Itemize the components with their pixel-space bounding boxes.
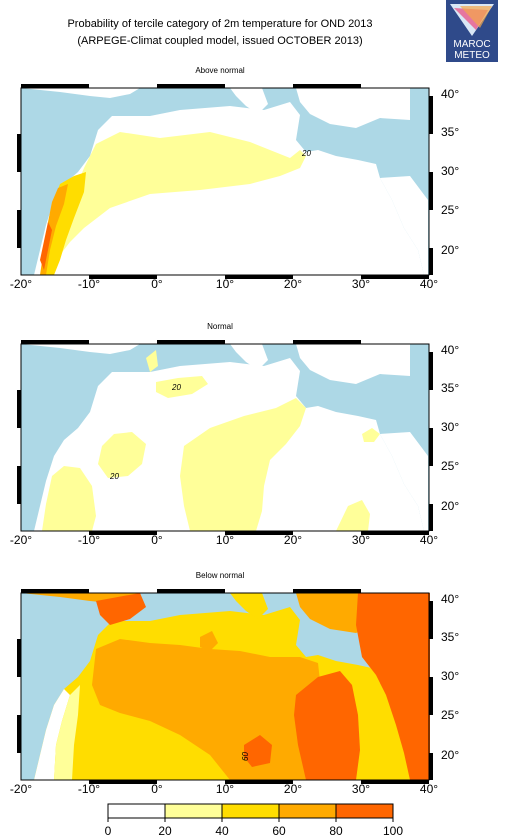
lon-tick-label: 20° bbox=[284, 533, 302, 547]
map-frame-ticks bbox=[17, 340, 433, 535]
contour-fill-80-100 bbox=[96, 593, 146, 625]
lat-tick-label: 40° bbox=[441, 87, 459, 101]
colorbar-legend: 0 20 40 60 80 100 bbox=[105, 803, 403, 838]
lon-tick-label: 10° bbox=[216, 277, 234, 291]
lat-tick-label: 25° bbox=[441, 203, 459, 217]
lat-tick-label: 30° bbox=[441, 164, 459, 178]
lon-tick-label: -20° bbox=[10, 782, 32, 796]
lat-tick-label: 35° bbox=[441, 381, 459, 395]
lon-tick-label: 30° bbox=[352, 533, 370, 547]
lat-tick-label: 35° bbox=[441, 125, 459, 139]
legend-tick-label: 40 bbox=[215, 824, 229, 838]
contour-fill-20-40 bbox=[336, 500, 370, 531]
arabia-land bbox=[380, 681, 428, 780]
arabia-land bbox=[380, 176, 428, 275]
lon-tick-label: 40° bbox=[420, 277, 438, 291]
contour-fill-40-60 bbox=[42, 172, 86, 275]
lon-tick-label: 40° bbox=[420, 782, 438, 796]
lon-tick-label: -10° bbox=[78, 782, 100, 796]
contour-fill-20-40 bbox=[180, 398, 306, 531]
contour-fill-80-100 bbox=[40, 222, 52, 270]
balkans-turkey-land bbox=[296, 88, 410, 128]
lat-tick-label: 30° bbox=[441, 669, 459, 683]
contour-fill-80-100 bbox=[294, 671, 360, 780]
lon-tick-label: 10° bbox=[216, 782, 234, 796]
map-frame-ticks bbox=[17, 589, 433, 784]
lat-tick-label: 20° bbox=[441, 748, 459, 762]
lat-tick-label: 20° bbox=[441, 499, 459, 513]
panel-title-above-normal: Above normal bbox=[195, 66, 245, 75]
lat-tick-label: 25° bbox=[441, 459, 459, 473]
lon-tick-label: 40° bbox=[420, 533, 438, 547]
contour-label: 60 bbox=[241, 752, 250, 761]
map-below-normal: 60 -20° -10° 0° 10° 20° 30° 40° 40° 35° … bbox=[10, 589, 459, 796]
iberia-land bbox=[21, 344, 140, 354]
lat-tick-label: 40° bbox=[441, 343, 459, 357]
lon-tick-label: -20° bbox=[10, 277, 32, 291]
arabia-land bbox=[380, 432, 428, 531]
italy-land bbox=[230, 344, 268, 370]
map-normal: 20 20 -20° -10° 0° 10° 20° 30° 40° 40° 3… bbox=[10, 340, 459, 547]
contour-fill-20-40 bbox=[146, 350, 158, 372]
legend-tick-label: 100 bbox=[383, 824, 403, 838]
map-frame-ticks bbox=[17, 84, 433, 279]
maroc-meteo-logo-icon: MAROC METEO bbox=[446, 0, 498, 62]
lon-tick-label: -10° bbox=[78, 277, 100, 291]
lon-tick-label: 30° bbox=[352, 782, 370, 796]
panel-title-normal: Normal bbox=[207, 322, 233, 331]
map-above-normal: 20 -20° -10° 0° 10° 20° 30° 40° 40° 35° … bbox=[10, 84, 459, 291]
lon-tick-label: 10° bbox=[216, 533, 234, 547]
legend-swatch bbox=[164, 803, 223, 819]
legend-swatch bbox=[335, 803, 394, 819]
contour-fill-20-40 bbox=[42, 466, 96, 531]
logo-word1: MAROC bbox=[453, 39, 490, 50]
lon-tick-label: 30° bbox=[352, 277, 370, 291]
contour-fill-0-20 bbox=[34, 689, 70, 780]
contour-fill-20-40 bbox=[98, 432, 146, 478]
italy-land bbox=[230, 593, 268, 619]
legend-tick-label: 80 bbox=[329, 824, 343, 838]
lat-tick-label: 20° bbox=[441, 243, 459, 257]
contour-fill-20-40 bbox=[54, 685, 80, 780]
figure-title-line2: (ARPEGE-Climat coupled model, issued OCT… bbox=[77, 35, 363, 47]
contour-fill-20-40 bbox=[362, 428, 380, 442]
legend-swatch bbox=[221, 803, 280, 819]
contour-label: 20 bbox=[171, 383, 181, 392]
panel-title-below-normal: Below normal bbox=[195, 571, 245, 580]
lon-tick-label: 0° bbox=[151, 533, 163, 547]
legend-swatch bbox=[278, 803, 337, 819]
lon-tick-label: 20° bbox=[284, 782, 302, 796]
lon-tick-label: -20° bbox=[10, 533, 32, 547]
lon-tick-label: -10° bbox=[78, 533, 100, 547]
legend-tick-label: 0 bbox=[105, 824, 112, 838]
contour-fill-80-100 bbox=[244, 735, 272, 767]
logo-word2: METEO bbox=[454, 50, 490, 61]
contour-fill-60-80 bbox=[200, 631, 218, 651]
contour-label: 20 bbox=[109, 472, 119, 481]
legend-ticks: 0 20 40 60 80 100 bbox=[105, 818, 403, 838]
lat-tick-label: 30° bbox=[441, 420, 459, 434]
contour-fill-20-40 bbox=[54, 132, 306, 268]
lon-tick-label: 20° bbox=[284, 277, 302, 291]
figure-title-line1: Probability of tercile category of 2m te… bbox=[67, 18, 373, 30]
legend-tick-label: 60 bbox=[272, 824, 286, 838]
italy-land bbox=[230, 88, 268, 114]
contour-label: 20 bbox=[301, 149, 311, 158]
iberia-land bbox=[21, 88, 140, 98]
lon-tick-label: 0° bbox=[151, 277, 163, 291]
legend-swatches bbox=[107, 803, 394, 819]
lat-tick-label: 40° bbox=[441, 592, 459, 606]
contour-fill-20-40 bbox=[156, 376, 208, 398]
lon-tick-label: 0° bbox=[151, 782, 163, 796]
lat-tick-label: 35° bbox=[441, 630, 459, 644]
legend-swatch bbox=[107, 803, 166, 819]
legend-tick-label: 20 bbox=[158, 824, 172, 838]
balkans-turkey-land bbox=[296, 344, 410, 384]
lat-tick-label: 25° bbox=[441, 708, 459, 722]
